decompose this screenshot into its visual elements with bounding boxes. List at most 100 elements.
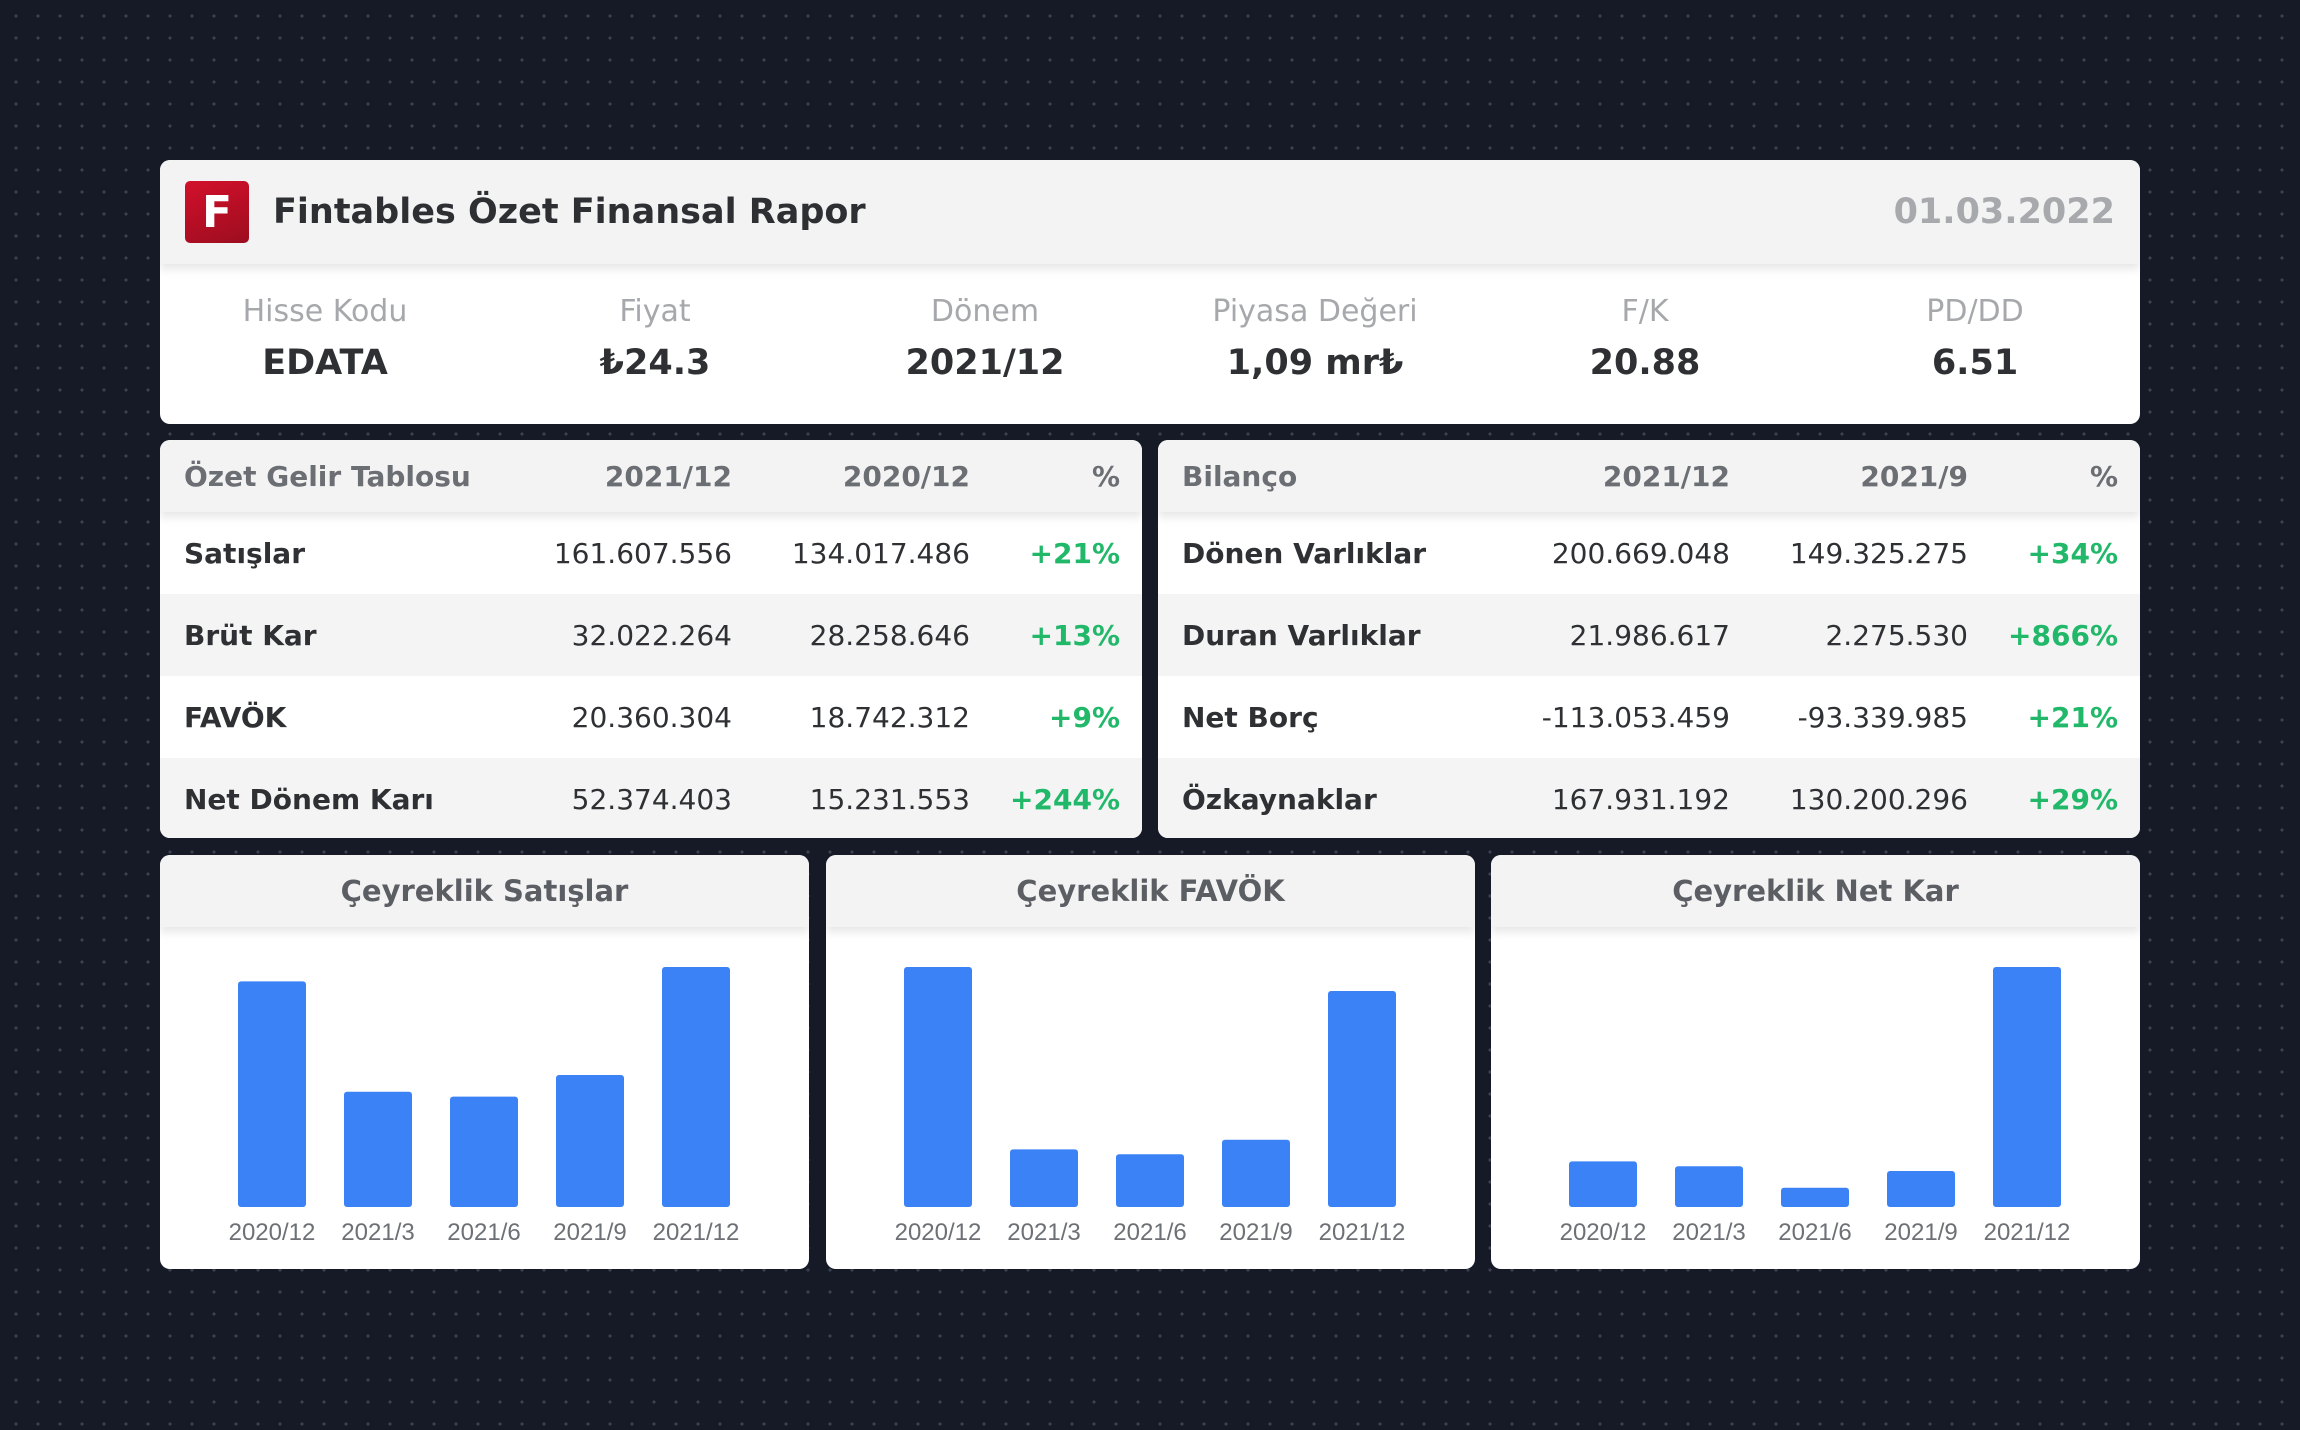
table-row: Net Dönem Karı 52.374.403 15.231.553 +24… [160,758,1142,838]
cell-value: 149.325.275 [1789,536,1968,570]
stat-ticker: Hisse Kodu EDATA [160,264,490,424]
x-tick-label: 2021/3 [1007,1219,1080,1246]
row-label: Satışlar [184,536,306,570]
table-row: Satışlar 161.607.556 134.017.486 +21% [160,512,1142,594]
report-header-card: F Fintables Özet Finansal Rapor 01.03.20… [160,160,2140,424]
stat-value: 1,09 mr₺ [1226,343,1404,383]
quarterly-ebitda-plot: 2020/12 2021/3 2021/6 2021/9 2021/12 [895,967,1406,1246]
x-tick-label: 2020/12 [1560,1219,1647,1246]
cell-value: 20.360.304 [571,700,732,734]
bar-2021/12 [1328,991,1396,1207]
bar-2020/12 [904,967,972,1207]
table-row: Dönen Varlıklar 200.669.048 149.325.275 … [1158,512,2140,594]
bar-2021/6 [450,1096,518,1207]
stat-pb: PD/DD 6.51 [1810,264,2140,424]
quarterly-ebitda-chart: Çeyreklik FAVÖK 2020/12 2021/3 2021/6 2021/… [826,855,1475,1269]
chart-title: Çeyreklik FAVÖK [826,855,1475,927]
bar-2020/12 [1569,1161,1637,1207]
table-row: Duran Varlıklar 21.986.617 2.275.530 +86… [1158,594,2140,676]
cell-change: +34% [2027,536,2118,570]
cell-change: +244% [1010,782,1120,816]
row-label: Özkaynaklar [1182,782,1377,816]
cell-value: 28.258.646 [809,618,970,652]
bar-2021/6 [1781,1187,1849,1207]
income-statement-table: Özet Gelir Tablosu 2021/12 2020/12 % Sat… [160,440,1142,838]
quarterly-sales-chart: Çeyreklik Satışlar 2020/12 2021/3 2021/6 20… [160,855,809,1269]
cell-value: 134.017.486 [791,536,970,570]
column-header: 2020/12 [842,459,970,493]
column-header: 2021/12 [604,459,732,493]
cell-value: 15.231.553 [809,782,970,816]
stat-value: 20.88 [1589,343,1701,383]
table-row: Net Borç -113.053.459 -93.339.985 +21% [1158,676,2140,758]
stat-label: PD/DD [1926,294,2024,329]
row-label: Net Borç [1182,700,1319,734]
cell-change: +21% [1029,536,1120,570]
bar-2021/12 [662,967,730,1207]
cell-value: 32.022.264 [571,618,732,652]
quarterly-net-profit-plot: 2020/12 2021/3 2021/6 2021/9 2021/12 [1560,967,2071,1246]
column-header: % [1091,459,1120,493]
cell-value: 52.374.403 [571,782,732,816]
row-label: Dönen Varlıklar [1182,536,1427,570]
cell-change: +29% [2027,782,2118,816]
cell-value: 18.742.312 [809,700,970,734]
x-tick-label: 2021/9 [553,1219,626,1246]
x-tick-label: 2021/12 [1984,1219,2071,1246]
x-tick-label: 2021/3 [1672,1219,1745,1246]
bar-2021/9 [1887,1171,1955,1207]
cell-value: 21.986.617 [1569,618,1730,652]
column-header: Bilanço [1182,459,1298,493]
stat-label: Dönem [930,294,1040,329]
cell-change: +9% [1049,700,1120,734]
table-row: FAVÖK 20.360.304 18.742.312 +9% [160,676,1142,758]
cell-value: 200.669.048 [1551,536,1730,570]
row-label: Net Dönem Karı [184,782,434,816]
bar-2021/9 [1222,1139,1290,1207]
cell-change: +13% [1029,618,1120,652]
cell-value: -93.339.985 [1797,700,1968,734]
x-tick-label: 2021/12 [1319,1219,1406,1246]
stat-label: Hisse Kodu [242,294,408,329]
stat-value: 6.51 [1931,343,2019,383]
row-label: Duran Varlıklar [1182,618,1421,652]
table-row: Özkaynaklar 167.931.192 130.200.296 +29% [1158,758,2140,838]
chart-title: Çeyreklik Net Kar [1491,855,2140,927]
bar-2021/9 [556,1075,624,1207]
stat-pe: F/K 20.88 [1480,264,1810,424]
stat-price: Fiyat ₺24.3 [490,264,820,424]
chart-title: Çeyreklik Satışlar [160,855,809,927]
row-label: Brüt Kar [184,618,317,652]
quarterly-net-profit-chart: Çeyreklik Net Kar 2020/12 2021/3 2021/6 202… [1491,855,2140,1269]
stat-label: F/K [1621,294,1669,329]
x-tick-label: 2021/6 [447,1219,520,1246]
x-tick-label: 2020/12 [229,1219,316,1246]
bar-2021/3 [1010,1149,1078,1207]
stat-value: EDATA [262,343,388,383]
cell-change: +21% [2027,700,2118,734]
x-tick-label: 2020/12 [895,1219,982,1246]
table-header: Bilanço 2021/12 2021/9 % [1158,440,2140,512]
x-tick-label: 2021/12 [653,1219,740,1246]
column-header: 2021/12 [1602,459,1730,493]
stat-label: Piyasa Değeri [1212,294,1418,329]
bar-2021/12 [1993,967,2061,1207]
x-tick-label: 2021/6 [1778,1219,1851,1246]
bar-2021/3 [1675,1166,1743,1207]
stat-label: Fiyat [619,294,691,329]
cell-change: +866% [2008,618,2118,652]
fintables-logo: F [185,181,249,243]
bar-2021/3 [344,1091,412,1207]
bar-2021/6 [1116,1154,1184,1207]
cell-value: -113.053.459 [1541,700,1730,734]
bar-2020/12 [238,981,306,1207]
table-header: Özet Gelir Tablosu 2021/12 2020/12 % [160,440,1142,512]
cell-value: 167.931.192 [1551,782,1730,816]
cell-value: 130.200.296 [1789,782,1968,816]
cell-value: 2.275.530 [1825,618,1968,652]
balance-sheet-table: Bilanço 2021/12 2021/9 % Dönen Varlıklar… [1158,440,2140,838]
report-title: Fintables Özet Finansal Rapor [273,192,866,232]
cell-value: 161.607.556 [553,536,732,570]
column-header: Özet Gelir Tablosu [184,459,471,493]
table-row: Brüt Kar 32.022.264 28.258.646 +13% [160,594,1142,676]
